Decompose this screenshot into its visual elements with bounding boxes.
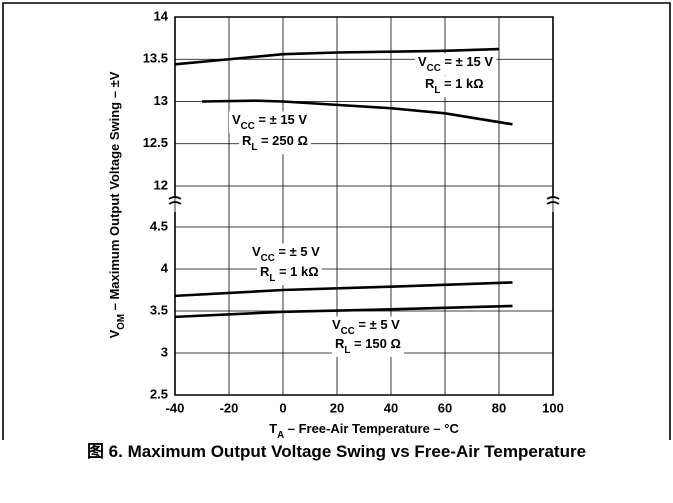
- annotation: RL = 250 Ω: [242, 133, 308, 153]
- annotation-main: R: [425, 76, 435, 91]
- y-axis-label-rest: – Maximum Output Voltage Swing – ±V: [107, 71, 122, 314]
- caption: 图 6. Maximum Output Voltage Swing vs Fre…: [86, 442, 587, 461]
- x-tick-label: -40: [166, 400, 185, 415]
- x-tick-label: 80: [492, 400, 506, 415]
- y-tick-label: 14: [154, 8, 169, 23]
- annotation-bg: [239, 132, 311, 155]
- annotation-bg: [332, 335, 404, 358]
- x-axis-label: TA – Free-Air Temperature – °C: [269, 421, 459, 440]
- data-line: [174, 281, 513, 298]
- plot-frame: [174, 16, 554, 396]
- x-tick-label: 20: [330, 400, 344, 415]
- annotation-main: V: [232, 112, 241, 127]
- annotation: RL = 150 Ω: [335, 336, 401, 356]
- y-axis-label: VOM – Maximum Output Voltage Swing – ±V: [107, 71, 127, 338]
- annotation-rest: = 150 Ω: [350, 336, 401, 351]
- x-axis-label-main: T: [269, 421, 277, 436]
- annotation: RL = 1 kΩ: [425, 76, 484, 96]
- annotation-sub: L: [434, 85, 440, 96]
- y-tick-label: 12: [154, 177, 168, 192]
- y-axis-label-sub: OM: [116, 314, 127, 330]
- annotation-sub: CC: [261, 253, 275, 264]
- x-tick-label: -20: [220, 400, 239, 415]
- annotation-sub: L: [251, 142, 257, 153]
- annotation-sub: L: [269, 273, 275, 284]
- annotation-bg: [422, 75, 487, 98]
- annotation: VCC = ± 15 V: [418, 54, 493, 74]
- annotation: RL = 1 kΩ: [260, 264, 319, 284]
- annotation-main: R: [242, 133, 252, 148]
- annotation-bg: [229, 111, 311, 134]
- x-axis-label-sub: A: [277, 430, 284, 440]
- y-tick-label: 2.5: [150, 386, 168, 401]
- y-tick-label: 3.5: [150, 302, 168, 317]
- y-tick-label: 12.5: [143, 135, 168, 150]
- annotation-rest: = 250 Ω: [257, 133, 308, 148]
- data-line: [201, 99, 513, 126]
- annotation-main: R: [335, 336, 345, 351]
- annotation: VCC = ± 5 V: [252, 244, 320, 264]
- annotation-main: R: [260, 264, 270, 279]
- x-tick-label: 100: [542, 400, 564, 415]
- annotation-rest: = ± 15 V: [255, 112, 308, 127]
- annotation-backgrounds: [229, 53, 497, 358]
- annotation: VCC = ± 15 V: [232, 112, 307, 132]
- annotation-bg: [249, 243, 324, 266]
- annotation-sub: CC: [241, 121, 255, 132]
- axis-break: [168, 196, 560, 205]
- annotation-rest: = 1 kΩ: [275, 264, 318, 279]
- annotation-rest: = ± 5 V: [355, 317, 400, 332]
- annotation-sub: CC: [341, 326, 355, 337]
- annotation-rest: = ± 15 V: [441, 54, 494, 69]
- annotation-main: V: [332, 317, 341, 332]
- x-axis-label-rest: – Free-Air Temperature – °C: [284, 421, 459, 436]
- x-tick-label: 40: [384, 400, 398, 415]
- y-tick-label: 4: [161, 260, 169, 275]
- y-tick-label: 4.5: [150, 218, 168, 233]
- annotation-sub: L: [344, 345, 350, 356]
- y-axis-label-main: V: [107, 329, 122, 338]
- x-tick-label: 0: [279, 400, 286, 415]
- annotation: VCC = ± 5 V: [332, 317, 400, 337]
- annotation-main: V: [418, 54, 427, 69]
- annotation-rest: = 1 kΩ: [440, 76, 483, 91]
- y-tick-label: 13.5: [143, 51, 168, 66]
- annotation-bg: [257, 263, 322, 286]
- x-tick-label: 60: [438, 400, 452, 415]
- annotation-sub: CC: [427, 63, 441, 74]
- data-line: [174, 47, 500, 66]
- annotation-bg: [329, 316, 404, 339]
- annotation-bg: [415, 53, 497, 76]
- data-line: [174, 304, 513, 319]
- y-tick-label: 3: [161, 344, 168, 359]
- y-tick-label: 13: [154, 93, 168, 108]
- annotation-rest: = ± 5 V: [275, 244, 320, 259]
- annotation-main: V: [252, 244, 261, 259]
